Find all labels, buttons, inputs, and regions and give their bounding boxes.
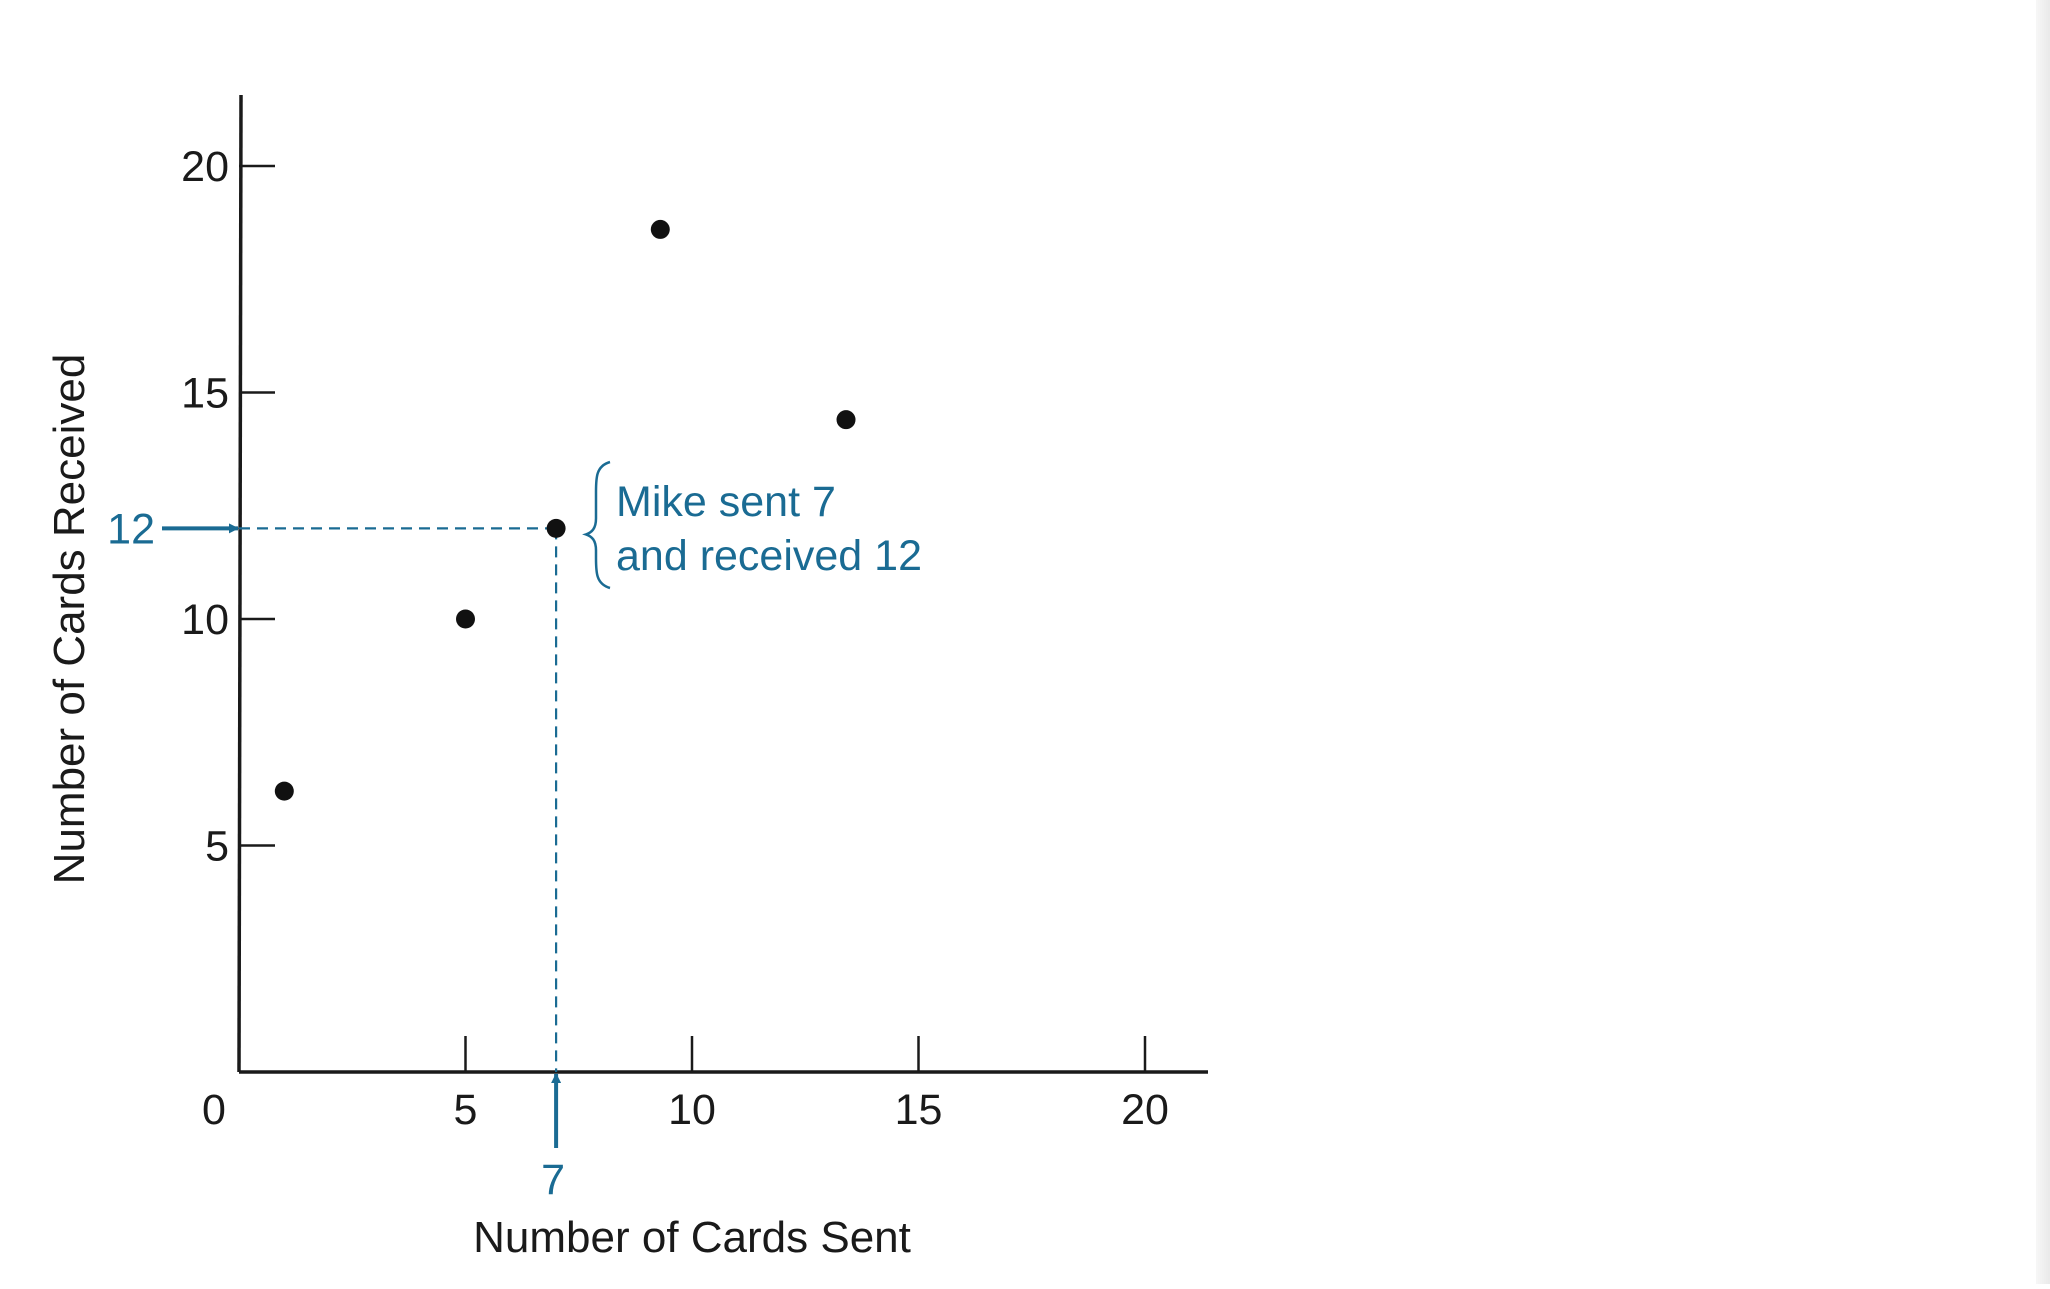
x-tick-label: 15 — [895, 1086, 943, 1134]
annotation-line-2: and received 12 — [616, 532, 922, 580]
data-point — [274, 781, 294, 801]
data-point — [456, 609, 475, 629]
highlight-guides — [162, 460, 611, 1148]
highlight-x-label: 7 — [541, 1156, 565, 1204]
data-points — [274, 219, 856, 801]
x-axis-label: Number of Cards Sent — [473, 1213, 911, 1262]
data-point — [836, 410, 856, 430]
highlight-y-label: 12 — [107, 505, 155, 553]
y-tick-label: 15 — [181, 370, 229, 418]
axes — [237, 94, 1208, 1074]
annotation-brace — [582, 460, 611, 590]
annotation-line-1: Mike sent 7 — [616, 478, 836, 526]
x-tick-label: 10 — [668, 1086, 716, 1134]
y-tick-label: 10 — [181, 596, 229, 644]
x-tick-label: 5 — [454, 1086, 478, 1134]
data-point — [546, 518, 566, 538]
data-point — [650, 219, 670, 239]
ticks: 5 10 15 20 5 10 15 20 — [181, 143, 1169, 1134]
page-edge-shadow — [2036, 0, 2050, 1284]
x-tick-label: 20 — [1121, 1086, 1169, 1134]
y-tick-label: 20 — [181, 143, 229, 191]
y-axis-line — [237, 94, 243, 1073]
y-axis-label: Number of Cards Received — [45, 354, 94, 885]
labels: Number of Cards Sent Number of Cards Rec… — [45, 354, 922, 1262]
y-tick-label: 5 — [205, 823, 229, 871]
origin-label: 0 — [202, 1086, 226, 1134]
